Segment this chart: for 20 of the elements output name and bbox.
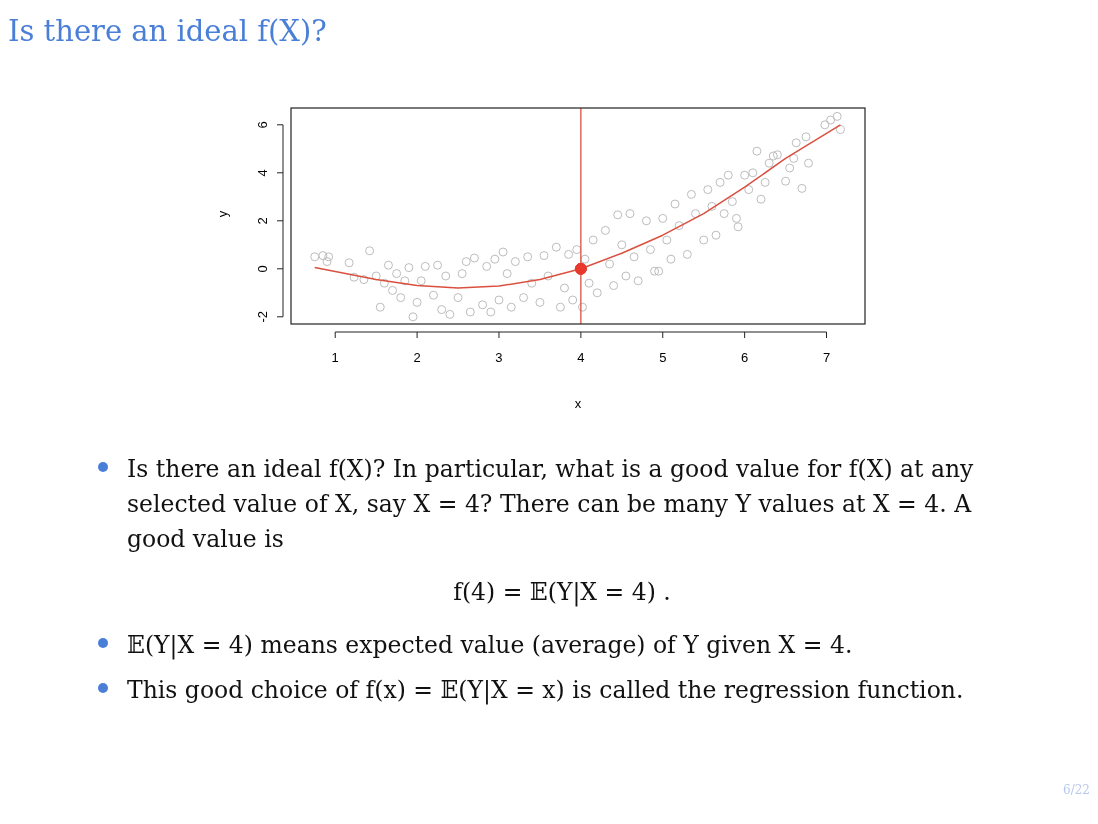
- x-tick-label: 3: [495, 350, 503, 365]
- text: f(4) = 𝔼(Y|X = 4) .: [452, 577, 672, 609]
- text: 6/22: [1063, 783, 1090, 797]
- x-tick-label: 4: [577, 350, 585, 365]
- x-tick-label: 6: [741, 350, 749, 365]
- y-tick-label: -2: [255, 311, 270, 323]
- chart-title: Is there an ideal f(X)?: [8, 14, 327, 48]
- x-axis-title: x: [574, 396, 582, 411]
- y-tick-label: 6: [255, 121, 270, 129]
- x-tick-label: 5: [659, 350, 667, 365]
- y-tick-label: 0: [255, 265, 270, 273]
- x-tick-label: 2: [413, 350, 421, 365]
- x-tick-label: 1: [331, 350, 339, 365]
- text: Is there an ideal f(X)? In particular, what is a good value for f(X) at any selected value of X, say X = 4? There can be many Y values at X = 4. A good value is: [127, 454, 975, 555]
- y-axis-title: y: [215, 210, 230, 218]
- x-tick-label: 7: [822, 350, 831, 365]
- text: 𝔼(Y|X = 4) means expected value (average) of Y given X = 4.: [127, 630, 854, 662]
- y-tick-label: 4: [255, 169, 270, 177]
- y-tick-label: 2: [255, 217, 270, 225]
- text: This good choice of f(x) = 𝔼(Y|X = x) is called the regression function.: [127, 675, 965, 707]
